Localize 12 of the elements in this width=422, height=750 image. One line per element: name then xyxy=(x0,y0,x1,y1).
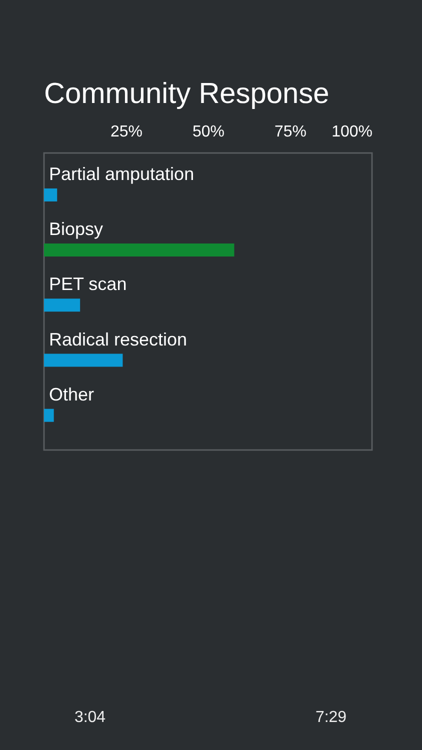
y-tick-label: Partial amputation xyxy=(49,164,194,184)
text: 3:04 xyxy=(74,709,106,726)
chart-title: Community Response xyxy=(44,78,330,110)
y-tick-label: PET scan xyxy=(49,274,127,294)
x-tick-label: 50% xyxy=(192,124,225,140)
x-tick-label: 100% xyxy=(332,124,372,140)
y-tick-label: Other xyxy=(49,384,94,404)
text: 7:29 xyxy=(315,709,347,726)
x-tick-label: 25% xyxy=(110,124,143,140)
y-tick-label: Radical resection xyxy=(49,329,188,350)
x-tick-label: 75% xyxy=(274,124,307,140)
y-tick-label: Biopsy xyxy=(49,219,104,240)
